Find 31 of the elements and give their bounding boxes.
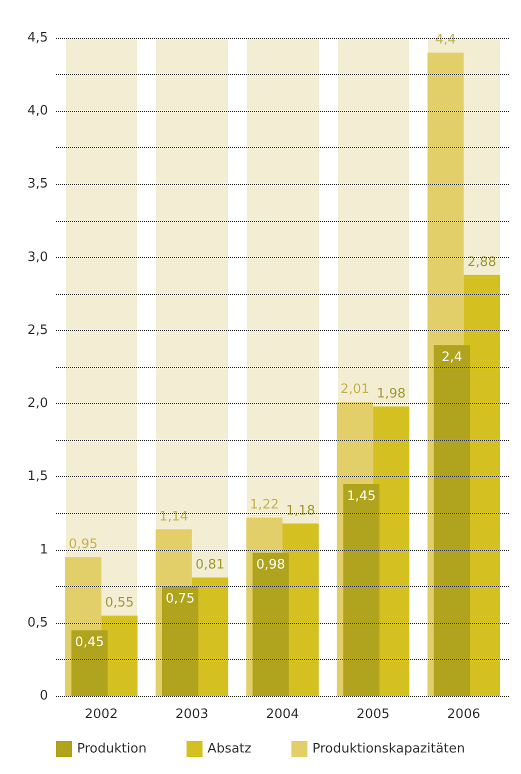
y-tick-label: 0 (40, 688, 48, 704)
x-tick-label: 2006 (447, 707, 480, 722)
data-label: 1,14 (159, 509, 188, 524)
data-label: 1,22 (250, 498, 279, 513)
y-tick-label: 4,0 (27, 104, 48, 119)
data-label: 0,95 (68, 537, 98, 552)
data-label: 0,81 (196, 558, 224, 573)
y-tick-label: 0,5 (27, 615, 48, 630)
legend-label: Produktion (77, 742, 147, 756)
data-label: 0,45 (75, 635, 104, 650)
data-label: 0,75 (166, 591, 195, 606)
x-tick-label: 2004 (266, 707, 300, 722)
data-label: 4,4 (435, 32, 456, 48)
data-label: 0,98 (256, 558, 286, 573)
data-label: 0,55 (104, 596, 134, 611)
data-label: 1,98 (376, 386, 406, 402)
y-tick-label: 3,0 (27, 250, 48, 265)
data-label: 2,01 (340, 382, 370, 398)
data-label: 1,45 (346, 488, 376, 504)
data-label: 2,4 (442, 350, 462, 366)
y-tick-label: 2,5 (27, 322, 48, 338)
y-tick-label: 3,5 (27, 176, 48, 192)
y-tick-label: 4,5 (27, 30, 48, 46)
x-tick-label: 2003 (175, 707, 208, 722)
y-tick-label: 1 (40, 542, 48, 558)
legend-label: Absatz (208, 742, 252, 756)
x-tick-label: 2005 (356, 707, 390, 722)
legend-label: Produktionskapazitäten (312, 742, 465, 756)
x-tick-label: 2002 (84, 707, 118, 722)
y-tick-label: 2,0 (27, 396, 48, 412)
y-tick-label: 1,5 (27, 469, 48, 484)
